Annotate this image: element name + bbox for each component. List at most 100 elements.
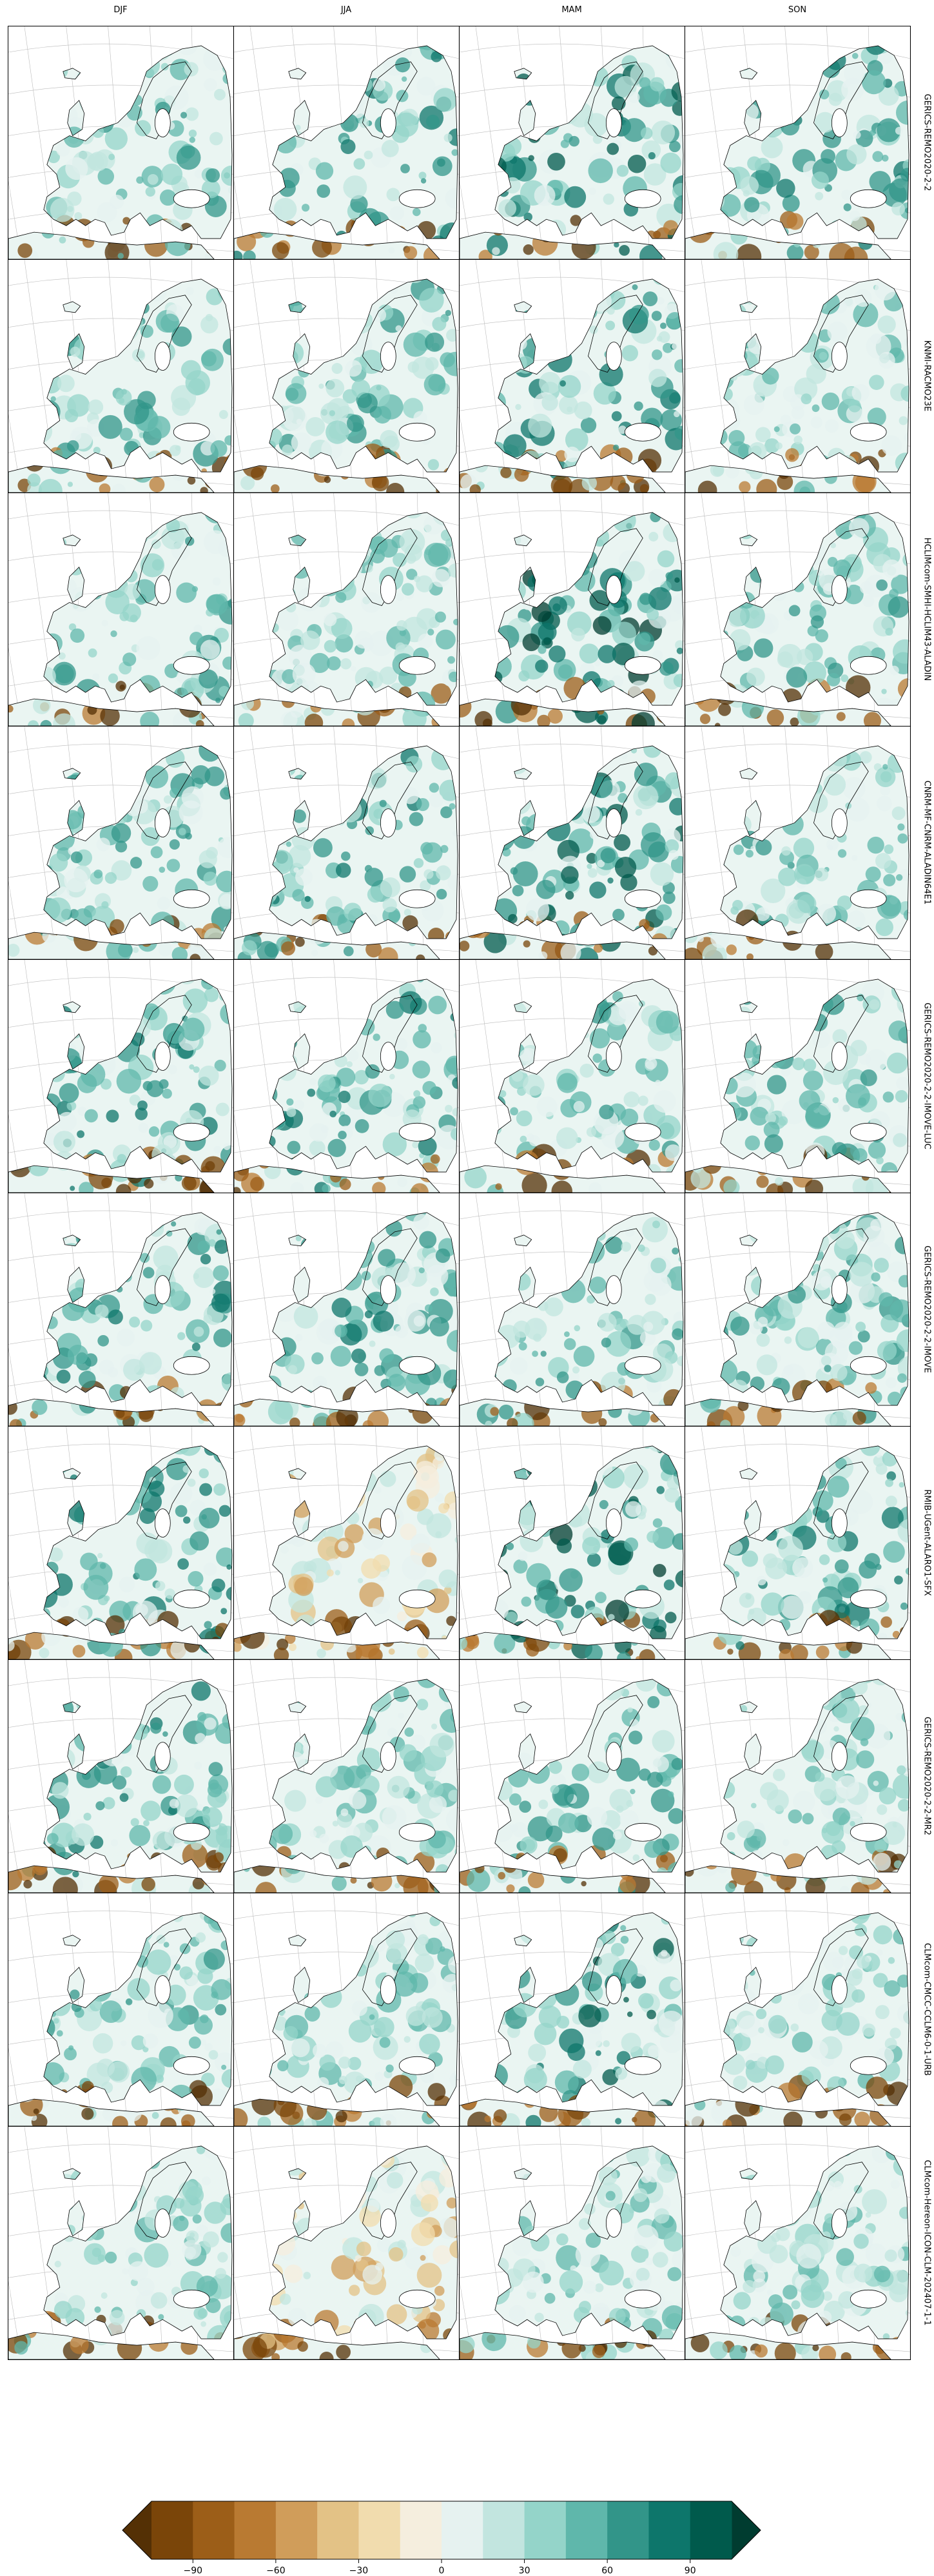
- map-panel: [459, 2126, 685, 2360]
- europe-map: [460, 960, 685, 1193]
- europe-map: [685, 960, 910, 1193]
- colorbar-tick-label: 60: [601, 2566, 613, 2576]
- colorbar-bin: [193, 2501, 235, 2559]
- map-panel: [8, 1426, 234, 1660]
- row-label-2: HCLIMcom-SMHI-HCLIM43-ALADIN: [922, 537, 932, 681]
- map-panel: [233, 1193, 460, 1427]
- colorbar-tick-label: 30: [519, 2566, 530, 2576]
- row-label-3: CNRM-MF-CNRM-ALADIN64E1: [922, 780, 932, 905]
- colorbar-bin: [442, 2501, 483, 2559]
- europe-map: [234, 26, 459, 259]
- colorbar-bin: [690, 2501, 732, 2559]
- europe-map: [8, 1427, 233, 1659]
- colorbar-bin: [275, 2501, 318, 2559]
- map-panel: [685, 2126, 911, 2360]
- europe-map: [234, 1893, 459, 2126]
- map-panel: [233, 959, 460, 1193]
- row-label-9: CLMcom-Hereon-ICON-CLM-202407-1-1: [922, 2160, 932, 2326]
- colorbar-bin: [317, 2501, 359, 2559]
- colorbar-bin: [358, 2501, 401, 2559]
- europe-map: [685, 26, 910, 259]
- map-panel: [459, 726, 685, 960]
- colorbar-bin: [607, 2501, 649, 2559]
- europe-map: [460, 2127, 685, 2359]
- map-panel: [685, 259, 911, 493]
- column-title-mam: MAM: [561, 5, 582, 15]
- colorbar-extend-high: [732, 2501, 761, 2559]
- colorbar-bin: [400, 2501, 442, 2559]
- europe-map: [685, 1660, 910, 1893]
- map-panel: [685, 1659, 911, 1893]
- colorbar-bin: [151, 2501, 193, 2559]
- europe-map: [8, 1193, 233, 1426]
- europe-map: [234, 1427, 459, 1659]
- europe-map: [8, 1660, 233, 1893]
- map-panel: [685, 1193, 911, 1427]
- europe-map: [685, 2127, 910, 2359]
- row-label-0: GERICS-REMO2020-2-2: [922, 93, 932, 191]
- europe-map: [8, 2127, 233, 2359]
- map-panel: [8, 1893, 234, 2127]
- map-panel: [8, 959, 234, 1193]
- europe-map: [8, 727, 233, 959]
- map-panel: [8, 493, 234, 727]
- map-panel: [8, 1659, 234, 1893]
- europe-map: [8, 493, 233, 726]
- row-label-6: RMIB-UGent-ALARO1-SFX: [922, 1489, 932, 1596]
- map-panel: [8, 26, 234, 260]
- europe-map: [460, 727, 685, 959]
- europe-map: [8, 1893, 233, 2126]
- europe-map: [685, 493, 910, 726]
- map-panel: [459, 1893, 685, 2127]
- map-panel: [685, 493, 911, 727]
- map-panel: [685, 959, 911, 1193]
- europe-map: [234, 2127, 459, 2359]
- column-title-jja: JJA: [340, 5, 352, 15]
- map-panel: [459, 959, 685, 1193]
- map-panel: [685, 26, 911, 260]
- map-panel: [233, 726, 460, 960]
- europe-map: [685, 1893, 910, 2126]
- europe-map: [460, 260, 685, 493]
- europe-map: [685, 727, 910, 959]
- europe-map: [685, 1427, 910, 1659]
- colorbar-extend-low: [122, 2501, 151, 2559]
- europe-map: [685, 260, 910, 493]
- map-panel: [233, 1893, 460, 2127]
- europe-map: [460, 1660, 685, 1893]
- map-panel: [233, 26, 460, 260]
- colorbar-bin: [234, 2501, 277, 2559]
- europe-map: [685, 1193, 910, 1426]
- colorbar-tick-label: −30: [349, 2566, 369, 2576]
- map-panel: [685, 1893, 911, 2127]
- map-panel: [459, 1193, 685, 1427]
- map-panel: [459, 1659, 685, 1893]
- row-label-5: GERICS-REMO2020-2-2-IMOVE: [922, 1245, 932, 1373]
- colorbar-tick-label: −90: [184, 2566, 203, 2576]
- colorbar-outline: [122, 2501, 761, 2560]
- map-panel: [459, 26, 685, 260]
- colorbar-tick-label: −60: [266, 2566, 286, 2576]
- map-panel: [685, 1426, 911, 1660]
- row-label-1: KNMI-RACMO23E: [922, 340, 932, 412]
- map-panel: [233, 2126, 460, 2360]
- colorbar-tick-label: 90: [685, 2566, 696, 2576]
- map-panel: [8, 2126, 234, 2360]
- europe-map: [234, 1193, 459, 1426]
- row-label-7: GERICS-REMO2020-2-2-MR2: [922, 1716, 932, 1836]
- europe-map: [234, 727, 459, 959]
- europe-map: [460, 1893, 685, 2126]
- map-panel: [233, 1426, 460, 1660]
- europe-map: [234, 1660, 459, 1893]
- colorbar-bin: [483, 2501, 525, 2559]
- europe-map: [8, 960, 233, 1193]
- colorbar-bin: [648, 2501, 691, 2559]
- map-panel: [8, 1193, 234, 1427]
- map-panel: [459, 1426, 685, 1660]
- europe-map: [8, 260, 233, 493]
- map-panel: [459, 493, 685, 727]
- map-panel: [233, 259, 460, 493]
- map-panel: [8, 726, 234, 960]
- colorbar-bin: [565, 2501, 608, 2559]
- europe-map: [234, 960, 459, 1193]
